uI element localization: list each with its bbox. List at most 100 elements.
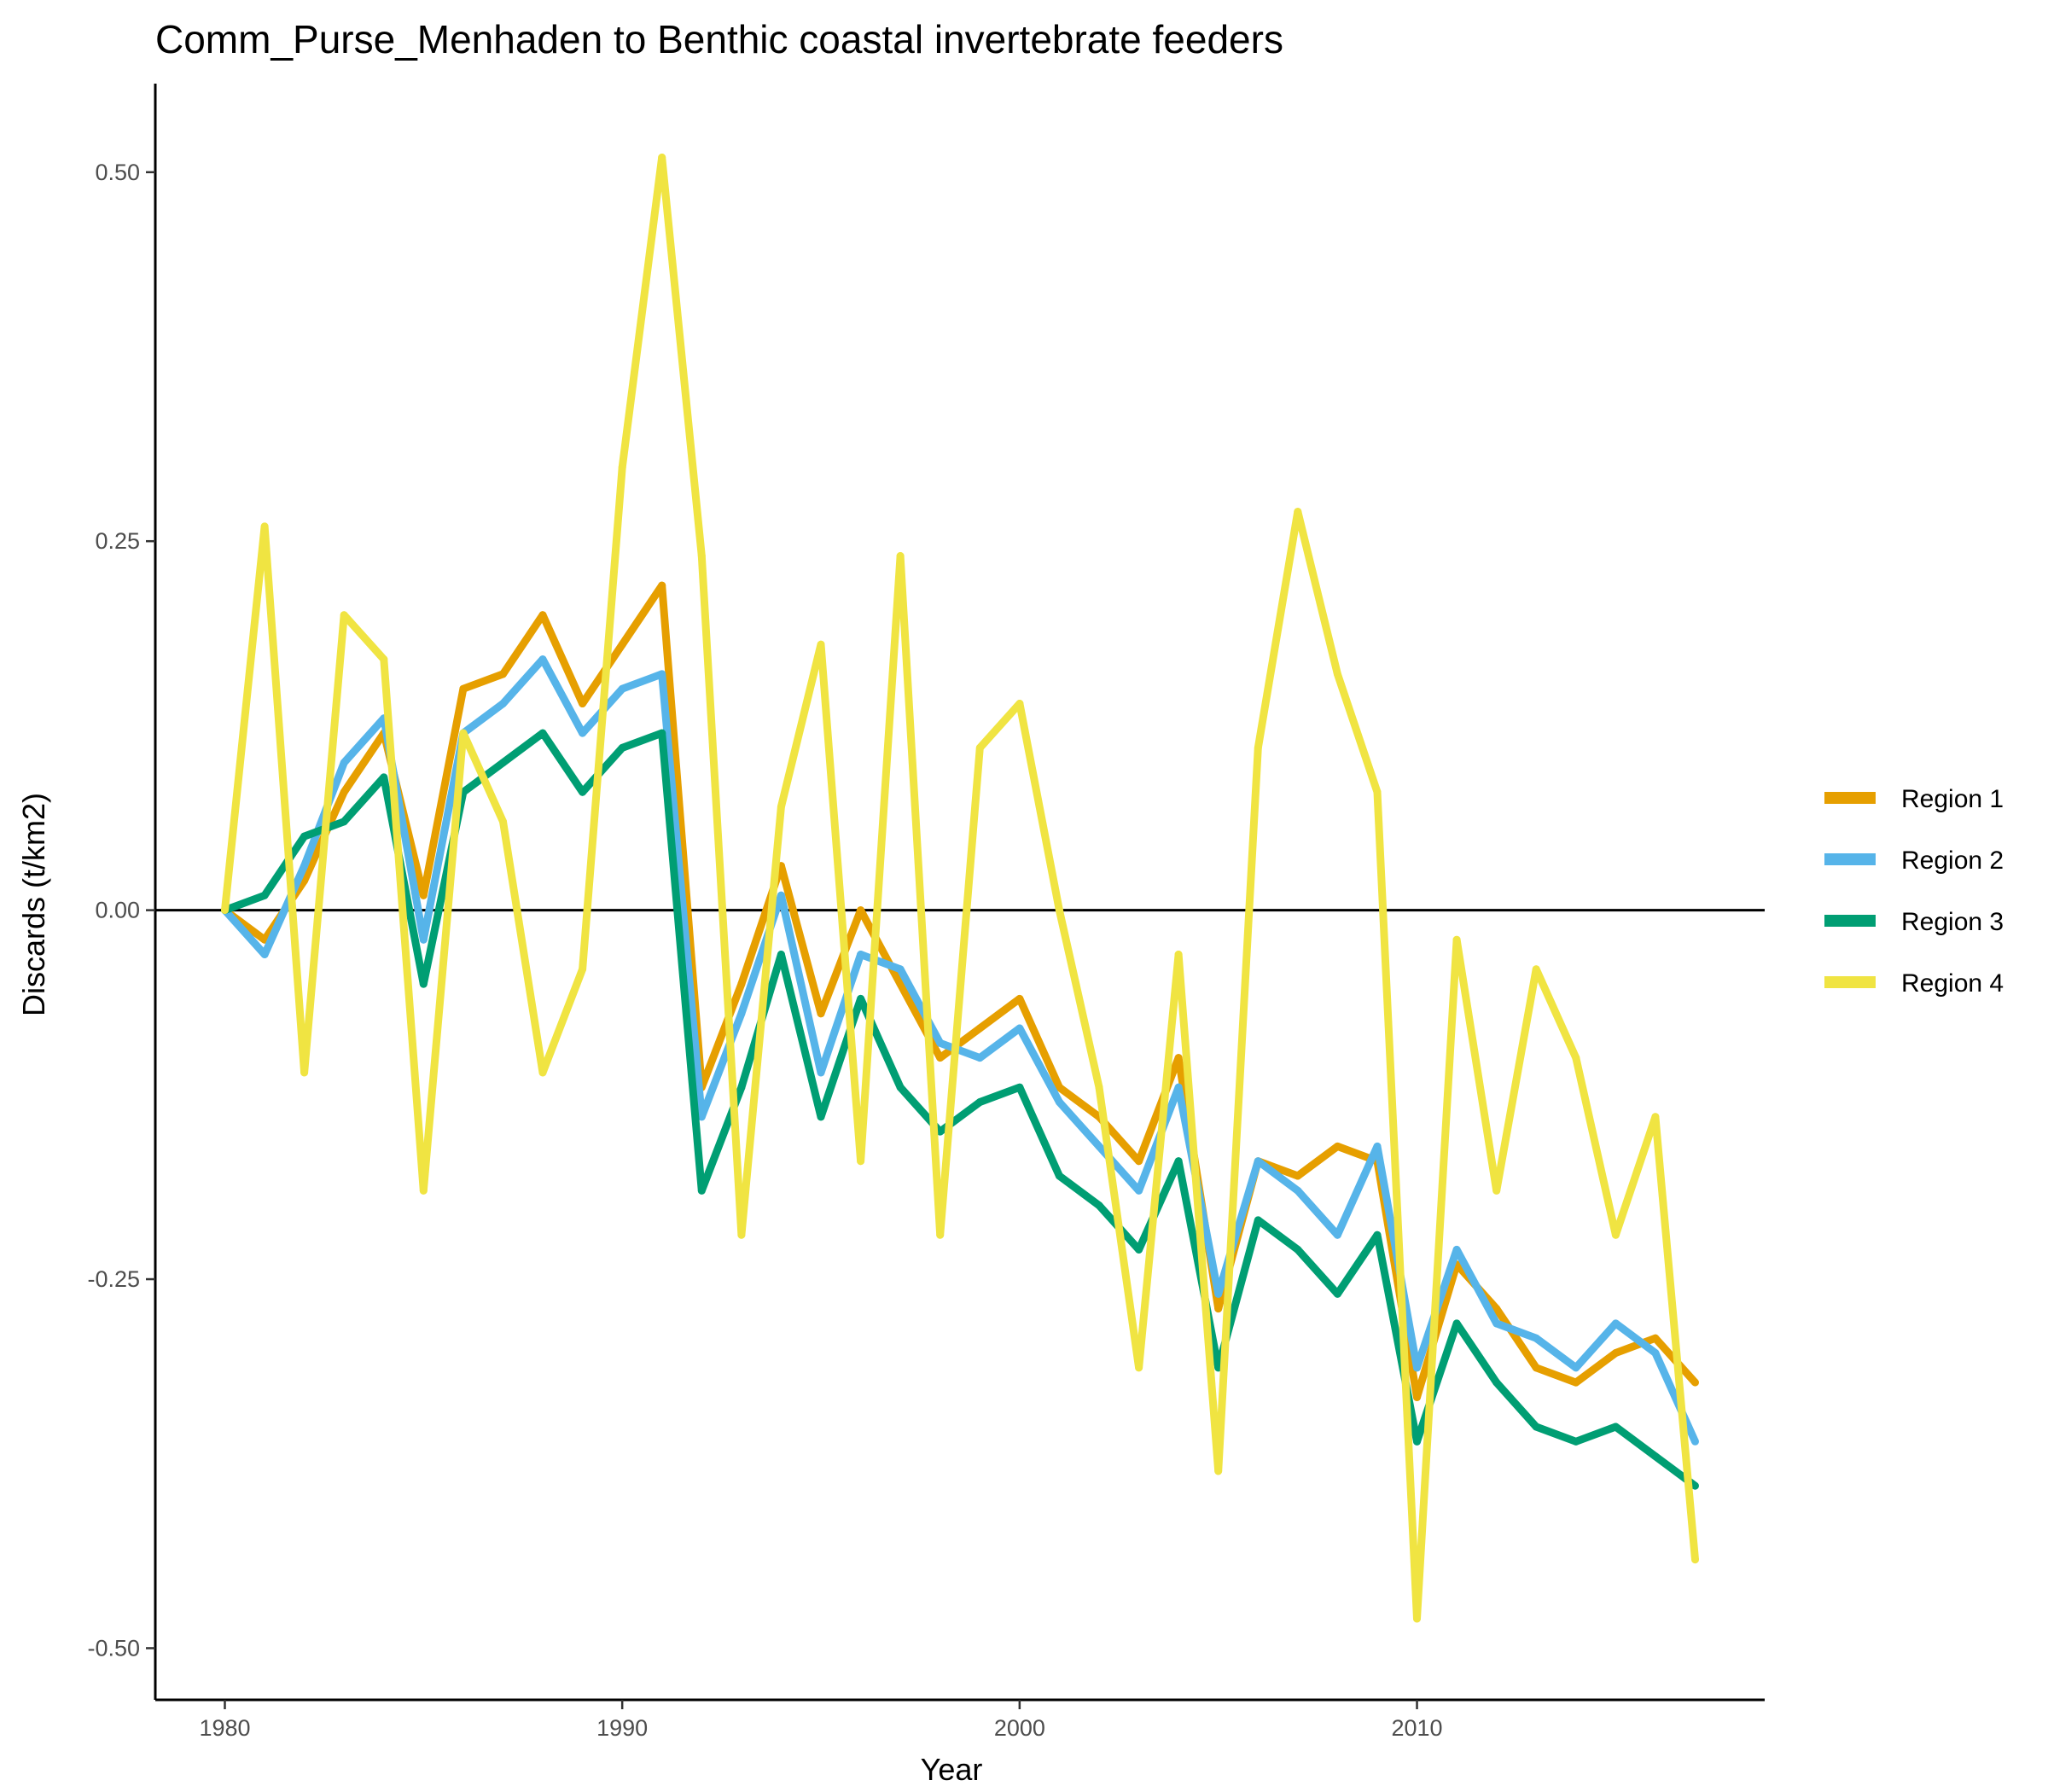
data-point — [1055, 1083, 1063, 1091]
data-point — [777, 803, 785, 811]
data-point — [419, 891, 428, 899]
data-point — [1413, 1364, 1421, 1372]
data-point — [1691, 1481, 1699, 1490]
data-point — [1611, 1319, 1620, 1328]
data-point — [1572, 1054, 1580, 1062]
y-tick-label: 0.50 — [95, 160, 140, 185]
legend-item: Region 1 — [1824, 785, 2004, 813]
data-point — [1015, 1083, 1024, 1091]
y-axis-title: Discards (t/km2) — [16, 793, 51, 1016]
data-point — [1135, 1157, 1143, 1166]
data-point — [737, 1009, 746, 1018]
data-point — [1015, 1024, 1024, 1033]
data-point — [1174, 1083, 1183, 1091]
y-tick-label: 0.25 — [95, 528, 140, 554]
data-point — [1174, 951, 1183, 958]
data-point — [499, 700, 507, 707]
data-point — [538, 1068, 547, 1077]
data-point — [340, 611, 348, 620]
data-point — [538, 611, 547, 620]
y-tick-label: -0.25 — [87, 1266, 140, 1292]
data-point — [1651, 1349, 1660, 1357]
data-point — [419, 935, 428, 944]
data-point — [221, 906, 229, 915]
data-point — [1413, 1393, 1421, 1401]
data-point — [1294, 1245, 1302, 1254]
data-point — [1095, 1142, 1103, 1150]
data-point — [817, 1113, 825, 1121]
data-point — [340, 759, 348, 767]
legend-label: Region 4 — [1901, 969, 2004, 998]
data-point — [658, 581, 666, 590]
data-point — [896, 1083, 905, 1091]
data-point — [1611, 1423, 1620, 1431]
data-point — [260, 522, 269, 531]
data-point — [618, 743, 626, 752]
data-point — [340, 788, 348, 796]
data-point — [300, 862, 309, 870]
data-point — [1651, 1334, 1660, 1342]
data-point — [1611, 1349, 1620, 1357]
data-point — [737, 1231, 746, 1239]
x-tick-label: 1990 — [596, 1715, 648, 1741]
data-point — [697, 552, 706, 560]
data-point — [658, 670, 666, 678]
data-point — [737, 1083, 746, 1091]
data-point — [300, 832, 309, 841]
data-point — [1254, 743, 1262, 752]
data-point — [1532, 1334, 1540, 1342]
data-point — [538, 655, 547, 664]
data-point — [260, 891, 269, 899]
data-point — [1254, 1216, 1262, 1225]
data-point — [459, 729, 468, 737]
data-point — [1532, 1364, 1540, 1372]
data-point — [697, 1113, 706, 1121]
plot-series — [221, 154, 1699, 1623]
x-axis-title: Year — [921, 1752, 983, 1787]
data-point — [579, 729, 587, 737]
data-point — [1611, 1231, 1620, 1239]
series-line-region-4 — [221, 154, 1699, 1623]
data-point — [817, 1068, 825, 1077]
data-point — [1135, 1364, 1143, 1372]
data-point — [1373, 788, 1382, 796]
data-point — [1095, 1083, 1103, 1091]
data-point — [1333, 670, 1341, 678]
data-point — [1095, 1201, 1103, 1210]
chart-title: Comm_Purse_Menhaden to Benthic coastal i… — [155, 17, 1283, 61]
data-point — [579, 788, 587, 796]
data-point — [896, 552, 905, 560]
data-point — [1572, 1437, 1580, 1446]
data-point — [1373, 1142, 1382, 1150]
data-point — [1651, 1113, 1660, 1121]
data-point — [1174, 1054, 1183, 1062]
data-point — [1254, 1157, 1262, 1166]
x-tick-label: 2000 — [994, 1715, 1045, 1741]
data-point — [1135, 1245, 1143, 1254]
data-point — [499, 759, 507, 767]
data-point — [975, 1098, 984, 1106]
data-point — [1492, 1378, 1501, 1387]
data-point — [658, 154, 666, 161]
series-line-region-2 — [222, 655, 1699, 1444]
y-tick-label: -0.50 — [87, 1635, 140, 1661]
legend-item: Region 3 — [1824, 908, 2004, 936]
legend-label: Region 3 — [1901, 908, 2004, 936]
data-point — [340, 817, 348, 826]
data-point — [579, 700, 587, 707]
data-point — [1532, 1423, 1540, 1431]
data-point — [618, 684, 626, 693]
data-point — [777, 891, 785, 899]
data-point — [1413, 1437, 1421, 1446]
data-point — [1413, 1615, 1421, 1623]
legend: Region 1 Region 2 Region 3 Region 4 — [1824, 785, 2004, 998]
data-point — [1452, 1319, 1461, 1328]
data-point — [499, 670, 507, 678]
data-point — [936, 1039, 945, 1047]
data-point — [1691, 1556, 1699, 1564]
data-point — [380, 773, 388, 782]
data-point — [1691, 1378, 1699, 1387]
data-point — [1572, 1364, 1580, 1372]
data-point — [1015, 700, 1024, 707]
